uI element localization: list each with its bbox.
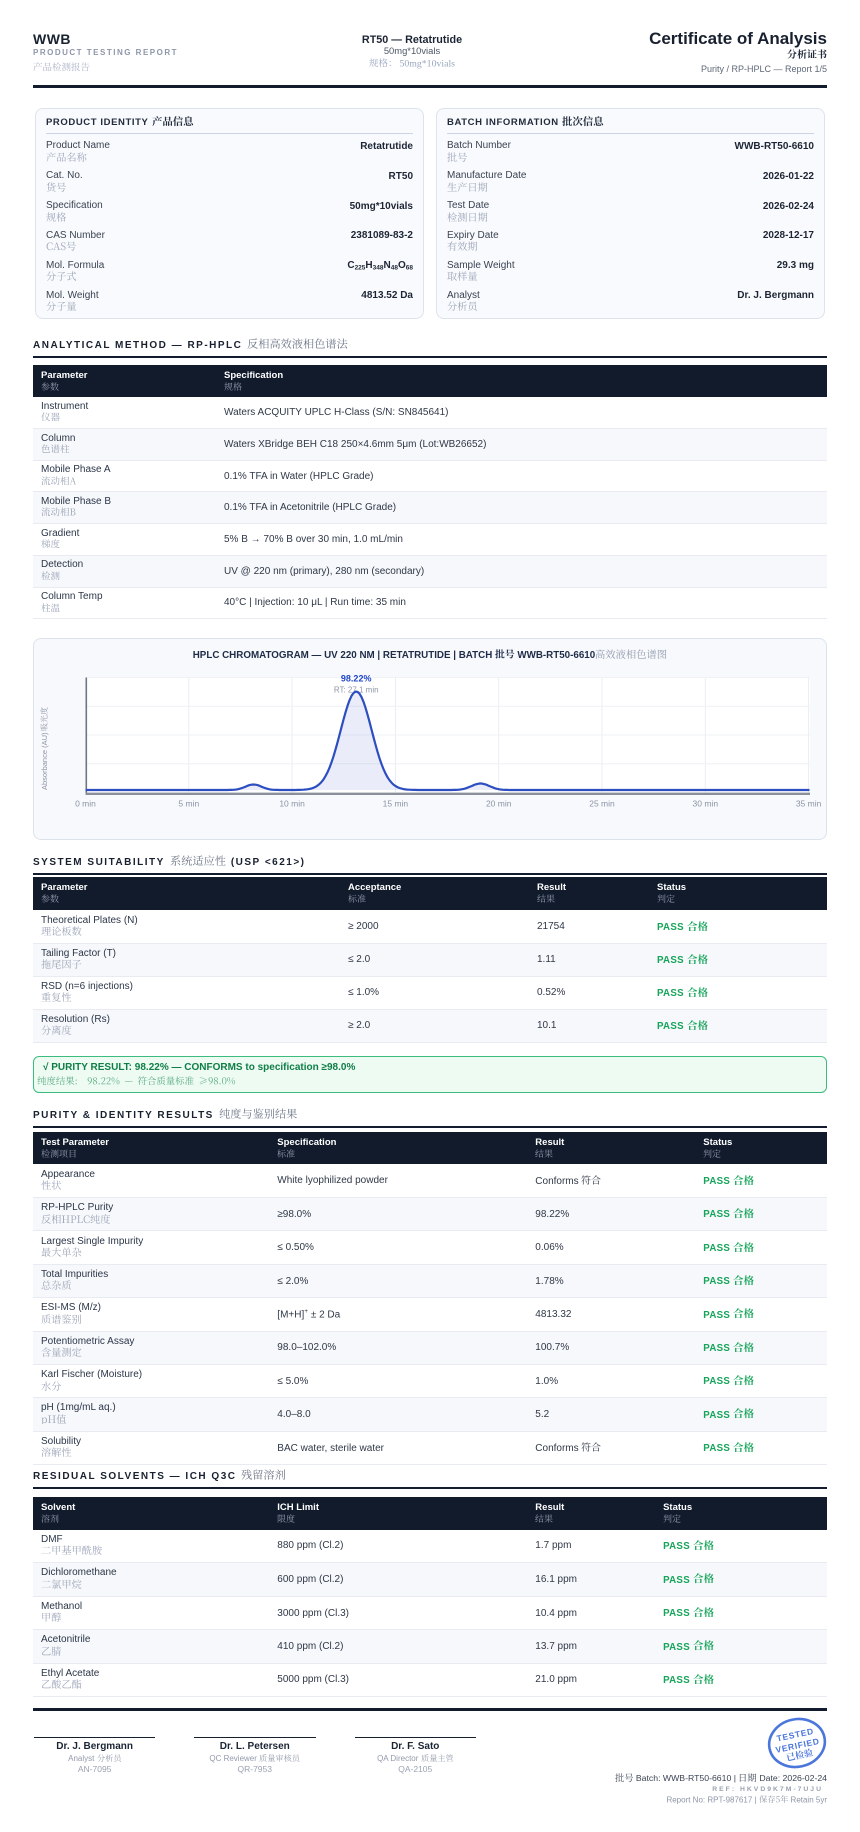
svg-text:RT: 27.1 min: RT: 27.1 min	[334, 686, 379, 695]
svg-text:0 min: 0 min	[75, 799, 96, 809]
svg-text:25 min: 25 min	[589, 799, 615, 809]
svg-text:10 min: 10 min	[279, 799, 305, 809]
svg-text:98.22%: 98.22%	[341, 674, 372, 684]
svg-text:20 min: 20 min	[486, 799, 512, 809]
svg-text:30 min: 30 min	[693, 799, 719, 809]
svg-text:5 min: 5 min	[178, 799, 199, 809]
svg-text:15 min: 15 min	[383, 799, 409, 809]
svg-text:35 min: 35 min	[796, 799, 822, 809]
svg-text:Absorbance (AU): Absorbance (AU)	[40, 732, 49, 790]
